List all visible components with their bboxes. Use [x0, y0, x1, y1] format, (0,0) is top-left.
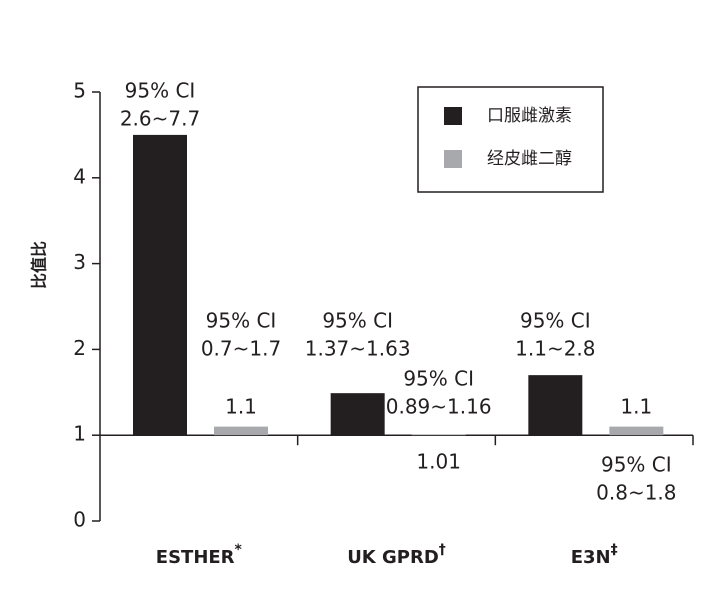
category-name: ESTHER: [156, 547, 235, 568]
y-tick-label: 1: [73, 422, 86, 446]
ci-label: 95% CI: [206, 309, 277, 333]
category-note: †: [439, 542, 446, 558]
legend-label: 经皮雌二醇: [487, 149, 572, 169]
category-name: UK GPRD: [347, 547, 439, 568]
ci-label: 95% CI: [125, 79, 196, 103]
ci-label: 2.6~7.7: [120, 107, 200, 131]
x-tick-label: ESTHER*: [156, 542, 243, 568]
value-label: 1.7: [539, 395, 571, 419]
value-label: 1.1: [225, 395, 257, 419]
x-tick-label: E3N‡: [571, 542, 618, 568]
ci-label: 1.37~1.63: [305, 337, 411, 361]
legend-swatch: [444, 107, 462, 125]
ci-label: 95% CI: [322, 309, 393, 333]
bar: [528, 375, 583, 436]
ci-label: 1.1~2.8: [515, 337, 595, 361]
y-tick-label: 2: [73, 336, 86, 360]
y-tick-label: 0: [73, 508, 86, 532]
value-label: 1.49: [335, 395, 380, 419]
value-label: 1.01: [416, 450, 461, 474]
legend-label: 口服雌激素: [487, 106, 572, 126]
legend-box: [417, 86, 604, 193]
ci-label: 0.89~1.16: [386, 395, 492, 419]
y-axis-label: 比值比: [30, 241, 49, 289]
ci-label: 95% CI: [601, 453, 672, 477]
category-note: *: [235, 542, 243, 558]
ci-label: 0.7~1.7: [201, 337, 281, 361]
category-note: ‡: [611, 542, 618, 558]
value-label: 1.1: [620, 395, 652, 419]
ci-label: 95% CI: [403, 367, 474, 391]
bar: [133, 134, 187, 436]
bar: [609, 426, 664, 436]
bar: [330, 393, 385, 436]
bar: [411, 434, 466, 436]
x-tick-label: UK GPRD†: [347, 542, 446, 568]
category-name: E3N: [571, 547, 611, 568]
value-label: 4.5: [144, 395, 176, 419]
legend-swatch: [444, 150, 462, 168]
y-tick-label: 5: [73, 79, 86, 103]
ci-label: 95% CI: [520, 309, 591, 333]
bar: [214, 426, 268, 436]
ci-label: 0.8~1.8: [596, 481, 676, 505]
y-tick-label: 3: [73, 250, 86, 274]
y-tick-label: 4: [73, 164, 86, 188]
